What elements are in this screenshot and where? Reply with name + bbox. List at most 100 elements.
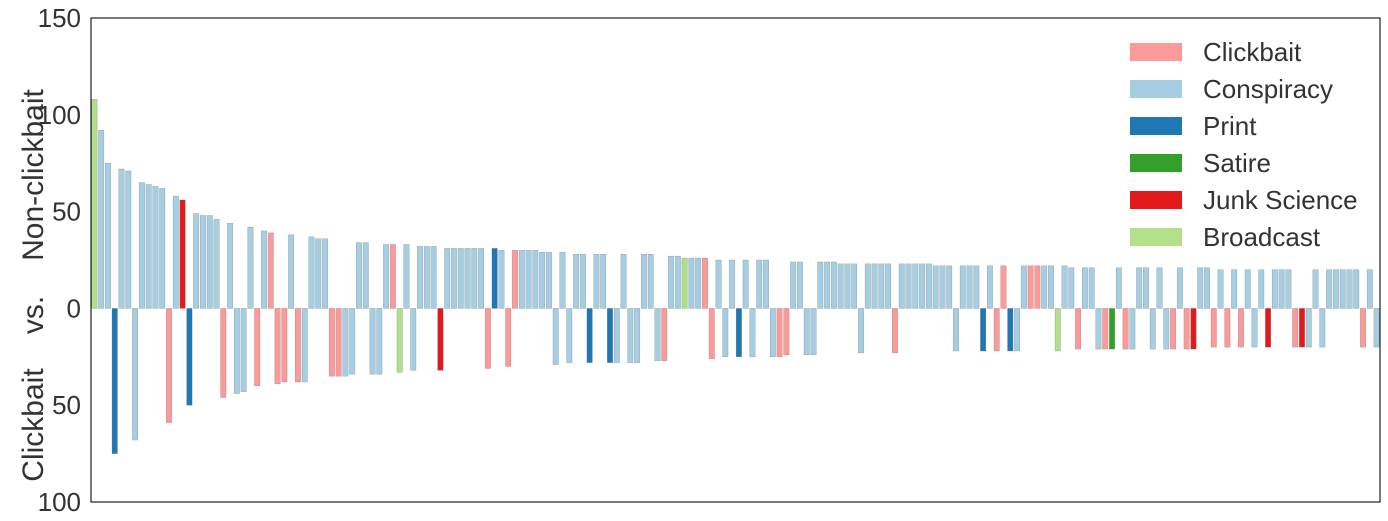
bar-clickbait <box>254 308 261 387</box>
bar-non-clickbait <box>925 263 932 309</box>
bar-non-clickbait <box>919 263 925 309</box>
bar-non-clickbait <box>837 263 844 309</box>
legend-swatch <box>1130 117 1182 135</box>
bar-non-clickbait <box>423 246 430 309</box>
bar-non-clickbait <box>579 253 586 309</box>
bar-clickbait <box>1095 308 1102 350</box>
bar-non-clickbait <box>322 238 328 309</box>
bar-non-clickbait <box>315 238 322 309</box>
bar-clickbait <box>396 308 403 373</box>
bar-clickbait <box>484 308 491 369</box>
legend-label: Satire <box>1203 148 1271 178</box>
bar-non-clickbait <box>261 230 267 309</box>
bar-clickbait <box>132 308 139 441</box>
bar-clickbait <box>274 308 281 385</box>
legend-label: Print <box>1203 111 1257 141</box>
bar-non-clickbait <box>430 246 437 309</box>
bar-clickbait <box>783 308 790 356</box>
bar-clickbait <box>220 308 227 398</box>
bar-clickbait <box>233 308 240 394</box>
bar-non-clickbait <box>1217 269 1224 309</box>
bar-non-clickbait <box>159 188 166 309</box>
bar-non-clickbait <box>756 259 763 309</box>
bar-clickbait <box>1170 308 1176 350</box>
bar-non-clickbait <box>797 261 803 309</box>
bar-non-clickbait <box>851 263 858 309</box>
bar-non-clickbait <box>200 215 206 309</box>
bar-non-clickbait <box>830 261 837 309</box>
bar-clickbait <box>586 308 593 363</box>
bar-non-clickbait <box>1258 269 1265 309</box>
bar-non-clickbait <box>824 261 830 309</box>
bar-non-clickbait <box>864 263 871 309</box>
bar-non-clickbait <box>525 250 532 309</box>
bar-clickbait <box>281 308 288 383</box>
bar-non-clickbait <box>932 265 939 309</box>
bar-non-clickbait <box>885 263 892 309</box>
y-label-vs: vs. <box>17 296 50 334</box>
bar-clickbait <box>858 308 864 354</box>
bar-clickbait <box>1224 308 1231 348</box>
bar-non-clickbait <box>641 253 647 309</box>
bar-non-clickbait <box>844 263 851 309</box>
bar-non-clickbait <box>118 168 125 309</box>
bar-non-clickbait <box>1048 265 1054 309</box>
bar-clickbait <box>505 308 512 367</box>
bar-non-clickbait <box>91 99 98 309</box>
legend-swatch <box>1130 43 1182 61</box>
bar-non-clickbait <box>532 250 539 309</box>
plot-frame <box>90 17 1381 503</box>
bar-non-clickbait <box>763 259 769 309</box>
y-axis-labels: Non-clickbait vs. Clickbait <box>17 88 50 481</box>
bar-non-clickbait <box>1068 267 1075 309</box>
bar-non-clickbait <box>213 219 220 309</box>
bar-clickbait <box>186 308 193 406</box>
bar-clickbait <box>1299 308 1305 348</box>
bar-non-clickbait <box>593 253 600 309</box>
bar-non-clickbait <box>478 248 485 309</box>
bar-non-clickbait <box>172 195 179 309</box>
bar-clickbait <box>342 308 349 377</box>
bar-clickbait <box>803 308 810 356</box>
bar-non-clickbait <box>1136 267 1143 309</box>
bar-clickbait <box>1360 308 1366 348</box>
bar-clickbait <box>1190 308 1197 350</box>
bar-non-clickbait <box>179 199 186 309</box>
y-tick-label: 50 <box>52 390 81 420</box>
bar-clickbait <box>769 308 776 357</box>
bar-non-clickbait <box>227 223 233 309</box>
bar-non-clickbait <box>308 236 315 309</box>
y-tick-label: 100 <box>38 100 81 130</box>
legend-swatch <box>1130 191 1182 209</box>
bar-non-clickbait <box>817 261 824 309</box>
bar-non-clickbait <box>912 263 919 309</box>
bar-non-clickbait <box>105 162 111 309</box>
bar-clickbait <box>810 308 817 356</box>
bar-non-clickbait <box>288 234 295 309</box>
bar-non-clickbait <box>1353 269 1360 309</box>
bar-clickbait <box>166 308 172 423</box>
bar-non-clickbait <box>1244 269 1251 309</box>
bar-clickbait <box>295 308 301 383</box>
bar-non-clickbait <box>905 263 912 309</box>
y-tick-label: 0 <box>67 293 81 323</box>
bar-clickbait <box>1102 308 1109 350</box>
bar-non-clickbait <box>539 252 546 309</box>
bar-non-clickbait <box>362 242 369 309</box>
bar-non-clickbait <box>1312 269 1319 309</box>
bar-non-clickbait <box>457 248 464 309</box>
bar-non-clickbait <box>383 244 390 309</box>
bar-non-clickbait <box>647 253 654 309</box>
bar-clickbait <box>1265 308 1271 348</box>
bar-non-clickbait <box>247 226 254 309</box>
bar-non-clickbait <box>702 257 708 309</box>
bar-clickbait <box>993 308 1000 352</box>
bar-non-clickbait <box>152 186 159 309</box>
legend: Clickbait Conspiracy Print Satire Junk Scien… <box>1130 37 1358 252</box>
bar-non-clickbait <box>688 257 695 309</box>
bar-clickbait <box>1319 308 1326 348</box>
bar-non-clickbait <box>1176 267 1183 309</box>
bar-non-clickbait <box>518 250 525 309</box>
bar-clickbait <box>1122 308 1129 350</box>
